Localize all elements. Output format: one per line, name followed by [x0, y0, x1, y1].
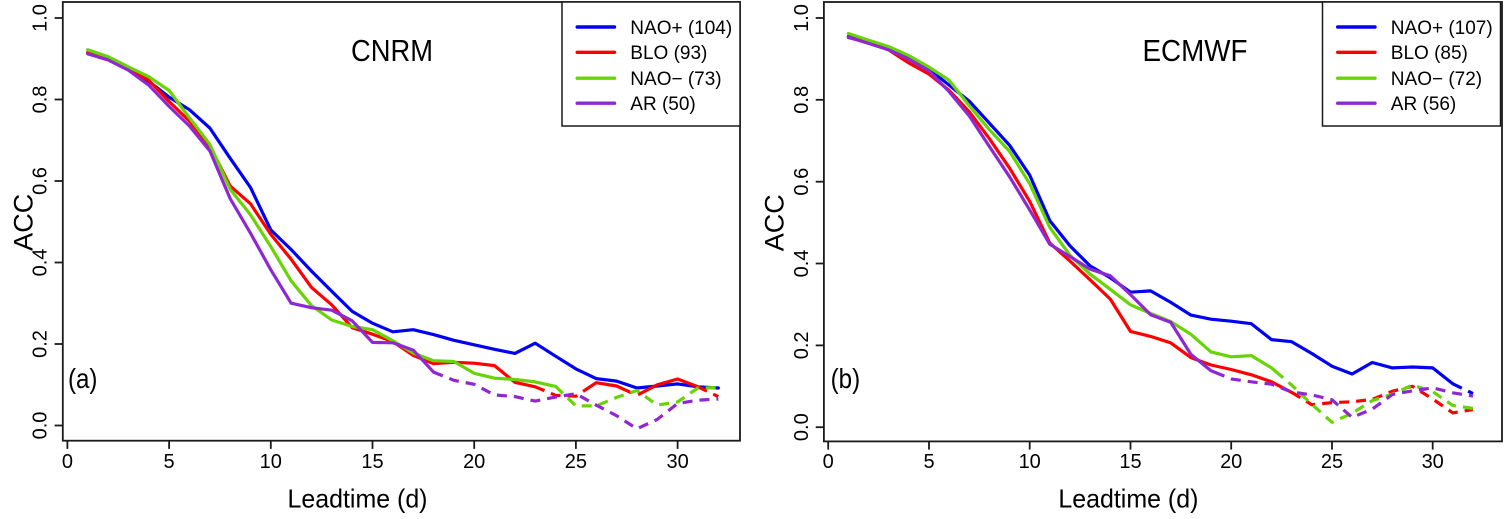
svg-text:20: 20	[1220, 451, 1242, 473]
svg-text:5: 5	[923, 451, 934, 473]
svg-text:0.4: 0.4	[791, 250, 813, 278]
svg-text:NAO+ (107): NAO+ (107)	[1391, 18, 1493, 39]
svg-text:NAO+ (104): NAO+ (104)	[630, 18, 732, 39]
svg-text:15: 15	[1119, 451, 1141, 473]
svg-text:5: 5	[164, 451, 175, 473]
svg-text:0.2: 0.2	[30, 330, 52, 358]
svg-text:NAO− (73): NAO− (73)	[630, 69, 721, 90]
svg-text:BLO (85): BLO (85)	[1391, 43, 1468, 64]
svg-text:ACC: ACC	[9, 194, 39, 251]
svg-text:1.0: 1.0	[791, 4, 813, 32]
svg-text:Leadtime (d): Leadtime (d)	[1058, 484, 1198, 514]
svg-text:30: 30	[1422, 451, 1444, 473]
svg-text:0.4: 0.4	[30, 249, 52, 277]
svg-text:BLO (93): BLO (93)	[630, 43, 707, 64]
svg-text:30: 30	[666, 451, 688, 473]
svg-text:(b): (b)	[831, 363, 861, 394]
svg-text:AR (56): AR (56)	[1391, 94, 1456, 115]
svg-text:25: 25	[1321, 451, 1343, 473]
svg-text:0.6: 0.6	[30, 167, 52, 195]
svg-text:0.0: 0.0	[791, 413, 813, 441]
svg-text:15: 15	[361, 451, 383, 473]
svg-text:NAO− (72): NAO− (72)	[1391, 69, 1482, 90]
svg-text:0.8: 0.8	[30, 86, 52, 114]
svg-text:10: 10	[260, 451, 282, 473]
svg-text:0.2: 0.2	[791, 331, 813, 359]
svg-text:0: 0	[62, 451, 73, 473]
svg-text:(a): (a)	[68, 363, 98, 394]
svg-text:ACC: ACC	[759, 194, 789, 251]
svg-text:AR (50): AR (50)	[630, 94, 695, 115]
svg-text:0.8: 0.8	[791, 86, 813, 114]
svg-text:1.0: 1.0	[30, 4, 52, 32]
svg-text:Leadtime (d): Leadtime (d)	[288, 484, 428, 514]
svg-text:CNRM: CNRM	[351, 33, 433, 68]
svg-text:20: 20	[463, 451, 485, 473]
svg-text:0: 0	[823, 451, 834, 473]
svg-text:0.0: 0.0	[30, 412, 52, 440]
svg-text:10: 10	[1019, 451, 1041, 473]
svg-text:25: 25	[565, 451, 587, 473]
svg-text:ECMWF: ECMWF	[1143, 33, 1248, 68]
svg-text:0.6: 0.6	[791, 168, 813, 196]
